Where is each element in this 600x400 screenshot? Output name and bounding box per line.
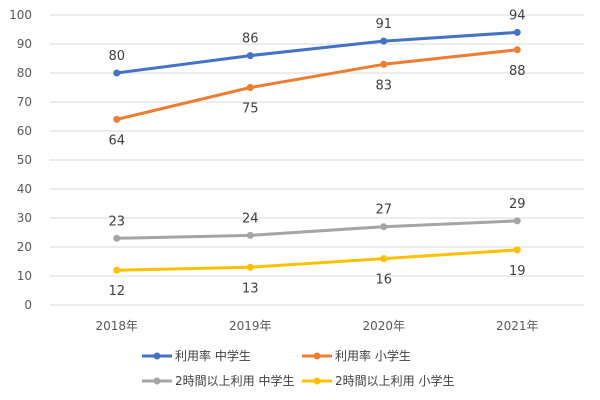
data-label: 23: [108, 214, 125, 229]
data-point: [246, 231, 254, 239]
data-point: [513, 217, 521, 225]
legend-item: 2時間以上利用 中学生: [142, 373, 294, 388]
data-point: [380, 60, 388, 68]
data-label: 16: [375, 273, 392, 288]
legend-label: 利用率 中学生: [175, 348, 251, 363]
data-point: [246, 52, 254, 60]
data-point: [513, 46, 521, 54]
legend-marker-icon: [153, 352, 161, 360]
series-group: 80 86 91 94 64 75 83 88 23 24 27 29 12 13 16 19: [108, 8, 525, 299]
data-point: [380, 223, 388, 231]
x-tick-label: 2021年: [496, 319, 539, 333]
legend-item: 利用率 中学生: [142, 348, 251, 363]
y-tick-label: 0: [24, 298, 32, 312]
series-3: 23 24 27 29: [108, 197, 526, 242]
y-tick-label: 70: [17, 95, 32, 109]
y-tick-label: 40: [17, 182, 32, 196]
y-tick-label: 30: [17, 211, 32, 225]
data-point: [246, 263, 254, 271]
data-point: [246, 84, 254, 91]
y-tick-label: 10: [17, 269, 32, 283]
data-point: [513, 28, 521, 36]
data-point: [113, 115, 121, 123]
y-tick-label: 80: [17, 66, 32, 80]
data-label: 86: [242, 32, 259, 47]
y-tick-label: 100: [9, 8, 32, 22]
y-tick-label: 50: [17, 153, 32, 167]
data-point: [513, 246, 521, 254]
data-point: [380, 255, 388, 263]
data-label: 12: [108, 284, 125, 299]
y-axis: 0 10 20 30 40 50 60 70 80 90 100: [9, 8, 32, 312]
series-2: 64 75 83 88: [108, 46, 526, 148]
data-label: 24: [242, 211, 259, 226]
legend-marker-icon: [313, 352, 321, 360]
legend-item: 利用率 小学生: [302, 348, 411, 363]
data-label: 83: [375, 78, 392, 93]
data-label: 91: [375, 17, 392, 32]
legend-marker-icon: [153, 377, 161, 385]
x-tick-label: 2020年: [362, 319, 405, 333]
legend-marker-icon: [313, 377, 321, 385]
series-line: [116, 30, 518, 75]
series-1: 80 86 91 94: [108, 8, 526, 77]
data-label: 19: [509, 264, 526, 279]
legend-item: 2時間以上利用 小学生: [302, 373, 454, 388]
series-line: [116, 248, 518, 272]
gridlines: [50, 14, 584, 306]
data-label: 88: [509, 64, 526, 79]
data-label: 75: [242, 102, 259, 117]
x-axis: 2018年 2019年 2020年 2021年: [95, 319, 538, 333]
data-label: 80: [108, 49, 125, 64]
data-label: 27: [375, 203, 392, 218]
data-label: 29: [509, 197, 526, 212]
y-tick-label: 20: [17, 240, 32, 254]
series-4: 12 13 16 19: [108, 246, 526, 299]
data-label: 13: [242, 281, 259, 296]
y-tick-label: 60: [17, 124, 32, 138]
series-line: [116, 48, 518, 121]
data-label: 94: [509, 8, 526, 23]
data-label: 64: [108, 133, 125, 148]
y-tick-label: 90: [17, 37, 32, 51]
data-point: [380, 37, 388, 45]
x-tick-label: 2019年: [229, 319, 272, 333]
legend: 利用率 中学生 利用率 小学生 2時間以上利用 中学生 2時間以上利用 小学生: [142, 348, 454, 388]
series-line: [116, 219, 518, 240]
data-point: [113, 266, 121, 274]
data-point: [113, 69, 121, 77]
legend-label: 利用率 小学生: [335, 348, 411, 363]
legend-label: 2時間以上利用 小学生: [335, 373, 454, 388]
data-point: [113, 234, 121, 242]
legend-label: 2時間以上利用 中学生: [175, 373, 294, 388]
x-tick-label: 2018年: [95, 319, 138, 333]
